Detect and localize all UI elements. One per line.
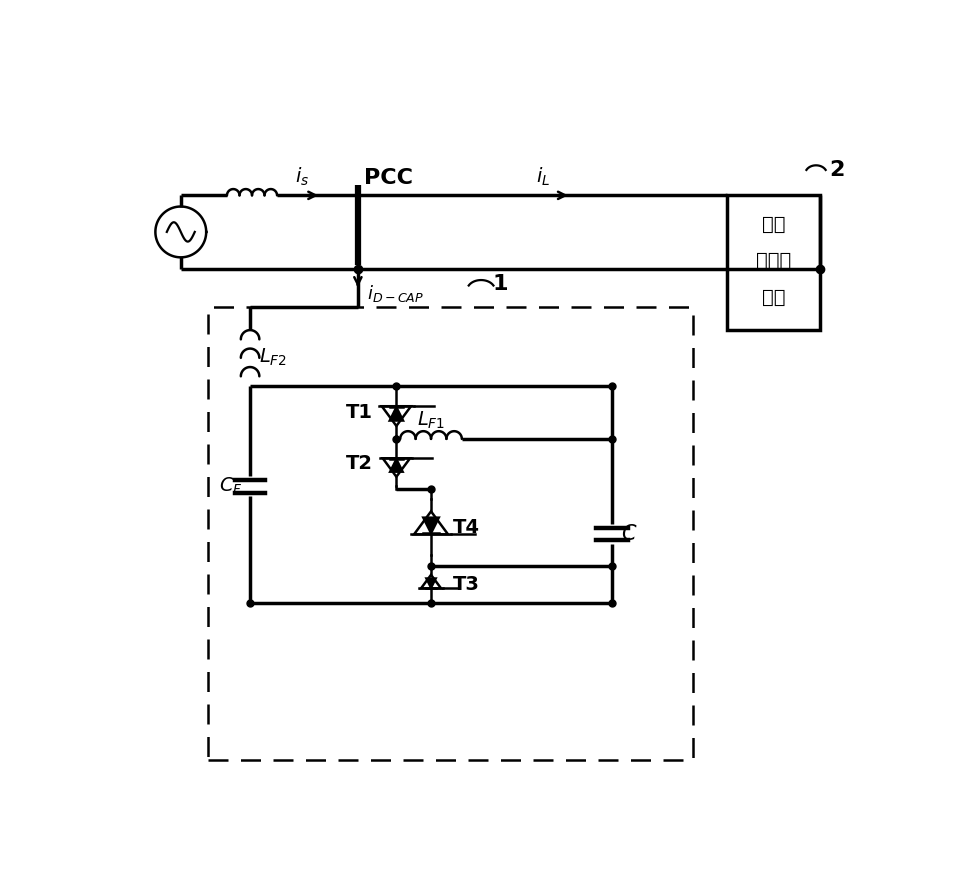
Text: T4: T4 xyxy=(453,518,480,537)
Text: $L_{F2}$: $L_{F2}$ xyxy=(260,347,288,368)
Text: $C$: $C$ xyxy=(621,524,638,544)
Bar xyxy=(207,307,693,760)
Text: $i_s$: $i_s$ xyxy=(295,166,310,188)
Text: 单相: 单相 xyxy=(762,215,786,234)
Text: $i_L$: $i_L$ xyxy=(536,166,550,188)
Text: PCC: PCC xyxy=(364,167,413,188)
Polygon shape xyxy=(427,578,435,587)
Text: 1: 1 xyxy=(493,274,509,294)
Text: $C_F$: $C_F$ xyxy=(219,476,242,497)
Text: T1: T1 xyxy=(346,402,373,422)
Text: $i_{D-CAP}$: $i_{D-CAP}$ xyxy=(367,283,425,303)
Text: T3: T3 xyxy=(453,575,480,594)
Text: $L_{F1}$: $L_{F1}$ xyxy=(417,410,445,431)
Text: 负载: 负载 xyxy=(762,287,786,306)
Text: T2: T2 xyxy=(346,455,373,473)
Bar xyxy=(728,195,820,330)
Polygon shape xyxy=(424,518,439,533)
Text: 非线性: 非线性 xyxy=(756,251,791,271)
Polygon shape xyxy=(390,408,403,421)
Text: 2: 2 xyxy=(829,160,844,180)
Polygon shape xyxy=(390,459,402,472)
